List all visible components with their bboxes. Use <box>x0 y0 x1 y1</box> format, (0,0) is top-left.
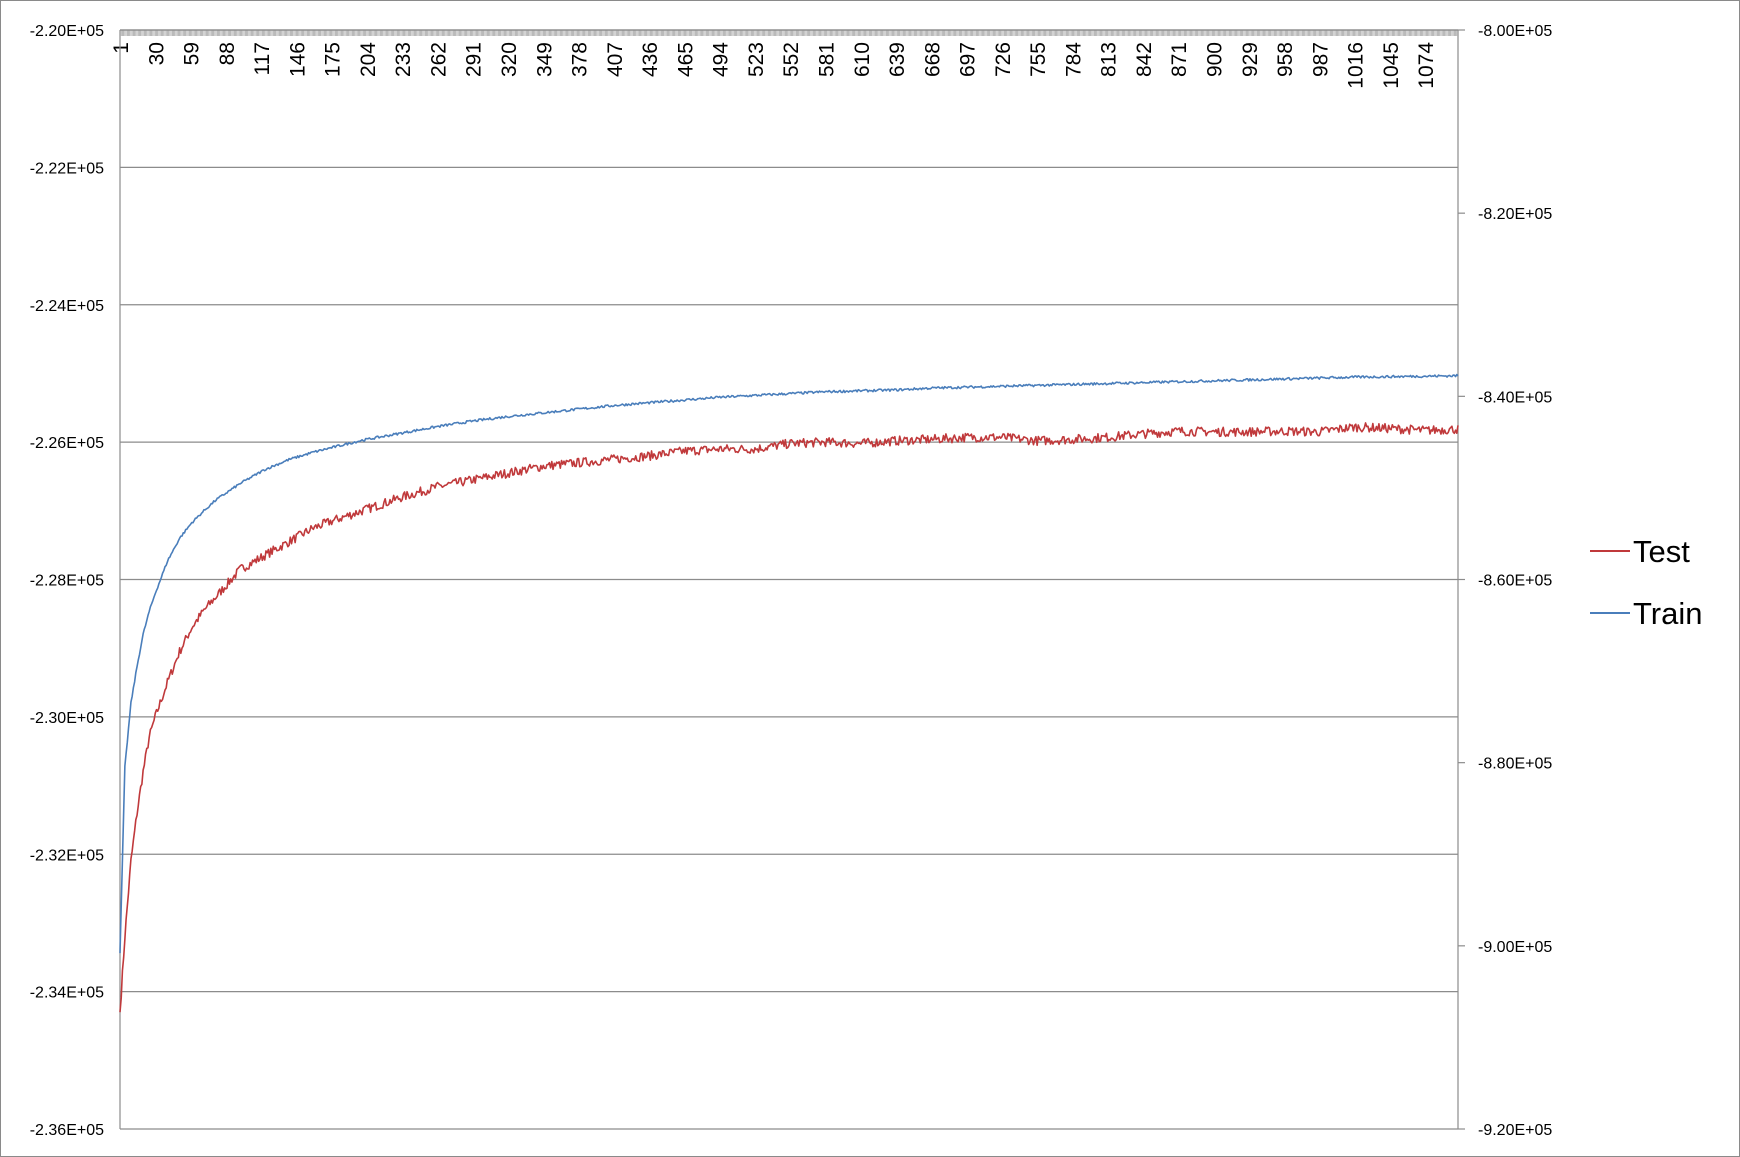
x-tick-label: 610 <box>851 42 874 77</box>
x-tick-label: 552 <box>780 42 803 77</box>
x-tick-label: 639 <box>886 42 909 77</box>
left-y-tick-label: -2.22E+05 <box>30 160 104 177</box>
left-y-tick-label: -2.34E+05 <box>30 985 104 1002</box>
legend: Test Train <box>1590 534 1702 631</box>
x-tick-label: 291 <box>463 42 486 77</box>
left-y-tick-label: -2.24E+05 <box>30 298 104 315</box>
x-tick-label: 233 <box>392 42 415 77</box>
x-tick-label: 581 <box>815 42 838 77</box>
x-tick-label: 465 <box>674 42 697 77</box>
x-tick-label: 1074 <box>1415 42 1438 89</box>
left-y-tick-label: -2.32E+05 <box>30 847 104 864</box>
legend-label-train: Train <box>1633 596 1702 631</box>
right-y-tick-label: -8.40E+05 <box>1478 389 1552 406</box>
right-y-tick-label: -9.20E+05 <box>1478 1122 1552 1139</box>
x-tick-label: 349 <box>533 42 556 77</box>
left-y-tick-label: -2.28E+05 <box>30 573 104 590</box>
x-tick-label: 320 <box>498 42 521 77</box>
left-y-axis: -2.20E+05 -2.22E+05 -2.24E+05 -2.26E+05 -2.2… <box>30 23 121 1139</box>
x-tick-label: 958 <box>1274 42 1297 77</box>
x-tick-label: 929 <box>1239 42 1262 77</box>
x-tick-label: 436 <box>639 42 662 77</box>
x-tick-label: 262 <box>427 42 450 77</box>
series-line-test <box>119 422 1459 1013</box>
left-y-tick-label: -2.20E+05 <box>30 23 104 40</box>
right-y-axis: -8.00E+05 -8.20E+05 -8.40E+05 -8.60E+05 -8.8… <box>1457 23 1552 1139</box>
right-y-tick-label: -8.00E+05 <box>1478 23 1552 40</box>
left-y-tick-label: -2.26E+05 <box>30 435 104 452</box>
x-tick-label: 842 <box>1133 42 1156 77</box>
x-tick-label: 1 <box>110 42 133 54</box>
x-tick-label: 697 <box>957 42 980 77</box>
x-tick-label: 726 <box>992 42 1015 77</box>
x-tick-label: 987 <box>1309 42 1332 77</box>
x-tick-label: 59 <box>181 42 204 65</box>
x-tick-label: 117 <box>251 42 274 75</box>
x-tick-label: 407 <box>604 42 627 77</box>
x-tick-label: 494 <box>710 42 733 77</box>
x-axis-tick-band <box>119 30 1459 36</box>
x-tick-label: 900 <box>1204 42 1227 77</box>
x-tick-label: 668 <box>921 42 944 77</box>
series-line-train <box>119 373 1459 954</box>
x-tick-label: 175 <box>322 42 345 77</box>
right-y-tick-label: -8.60E+05 <box>1478 573 1552 590</box>
x-tick-label: 784 <box>1062 42 1085 77</box>
right-y-tick-label: -8.80E+05 <box>1478 756 1552 773</box>
left-y-tick-label: -2.30E+05 <box>30 710 104 727</box>
x-axis: 1 30 59 88 117 146 175 204 233 262 291 320 349 378 407… <box>110 29 1459 89</box>
series-lines <box>119 373 1459 1013</box>
x-tick-label: 755 <box>1027 42 1050 77</box>
x-tick-label: 88 <box>216 42 239 65</box>
left-y-tick-label: -2.36E+05 <box>30 1122 104 1139</box>
x-tick-label: 871 <box>1168 42 1191 77</box>
x-tick-label: 30 <box>145 42 168 65</box>
x-tick-label: 146 <box>286 42 309 77</box>
legend-label-test: Test <box>1633 534 1690 569</box>
x-tick-label: 378 <box>569 42 592 77</box>
x-tick-label: 523 <box>745 42 768 77</box>
right-y-tick-label: -9.00E+05 <box>1478 939 1552 956</box>
right-y-tick-label: -8.20E+05 <box>1478 206 1552 223</box>
x-tick-label: 1016 <box>1345 42 1368 89</box>
x-tick-label: 1045 <box>1380 42 1403 89</box>
x-tick-label: 813 <box>1098 42 1121 77</box>
x-tick-label: 204 <box>357 42 380 77</box>
grid-lines <box>120 29 1458 1130</box>
